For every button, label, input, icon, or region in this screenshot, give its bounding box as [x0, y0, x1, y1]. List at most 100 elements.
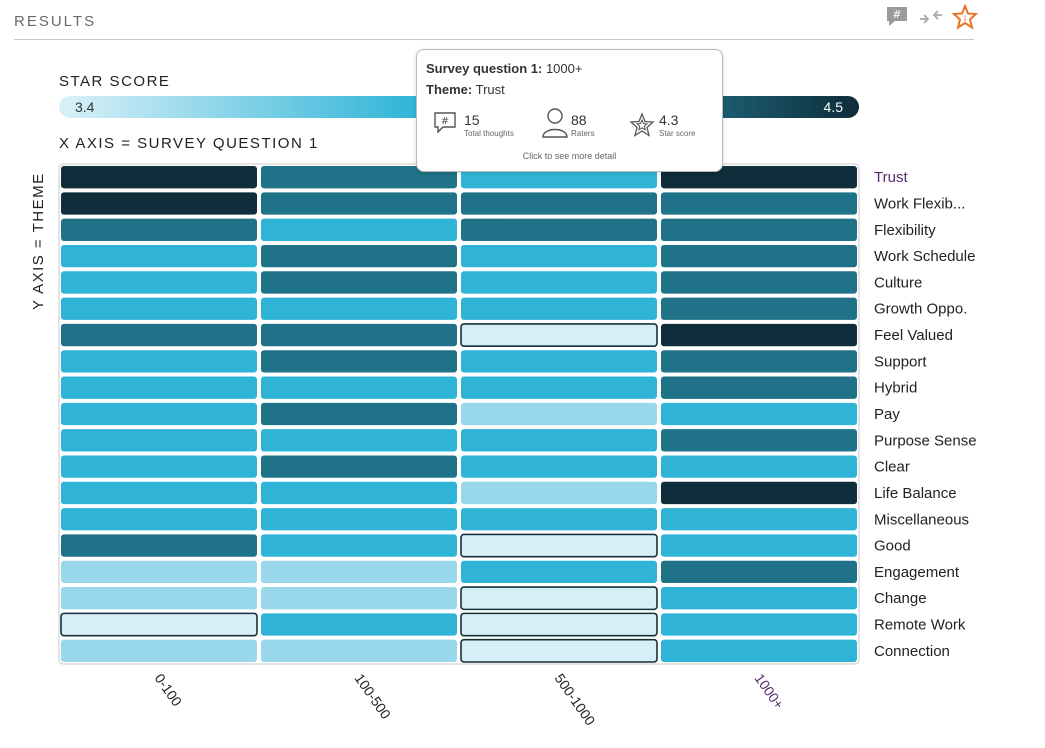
heatmap-cell[interactable]	[460, 638, 658, 663]
heatmap-cell[interactable]	[461, 192, 657, 215]
heatmap-cell[interactable]	[61, 271, 257, 294]
heatmap-cell[interactable]	[61, 218, 257, 241]
heatmap-cell[interactable]	[61, 560, 257, 584]
heatmap-cell[interactable]	[261, 402, 457, 426]
star-score-icon[interactable]: 1	[952, 4, 978, 30]
heatmap-cell[interactable]	[61, 192, 257, 215]
heatmap-cell[interactable]	[61, 455, 257, 478]
y-tick-label[interactable]: Remote Work	[874, 617, 966, 634]
x-tick-label[interactable]: 1000+	[752, 671, 788, 712]
x-tick-label[interactable]: 0-100	[152, 671, 186, 710]
heatmap-cell[interactable]	[661, 455, 857, 478]
heatmap-cell[interactable]	[661, 481, 857, 505]
heatmap-cell[interactable]	[661, 560, 857, 584]
heatmap-cell[interactable]	[461, 376, 657, 399]
heatmap-cell[interactable]	[661, 244, 857, 268]
heatmap-cell[interactable]	[461, 402, 657, 426]
heatmap-cell[interactable]	[461, 481, 657, 505]
hashtag-comment-icon[interactable]: #	[884, 4, 910, 30]
heatmap-cell[interactable]	[61, 481, 257, 505]
heatmap-cell[interactable]	[461, 560, 657, 584]
heatmap-cell[interactable]	[461, 297, 657, 320]
heatmap-cell[interactable]	[460, 323, 658, 348]
heatmap-cell[interactable]	[261, 508, 457, 531]
heatmap-cell[interactable]	[261, 350, 457, 373]
heatmap-cell[interactable]	[61, 587, 257, 610]
y-tick-label[interactable]: Hybrid	[874, 380, 917, 397]
heatmap-cell[interactable]	[261, 560, 457, 584]
heatmap-cell[interactable]	[661, 587, 857, 610]
y-tick-label[interactable]: Life Balance	[874, 485, 957, 502]
heatmap-cell[interactable]	[261, 429, 457, 452]
heatmap-cell[interactable]	[261, 323, 457, 347]
heatmap-cell[interactable]	[261, 455, 457, 478]
heatmap-cell[interactable]	[261, 587, 457, 610]
y-tick-label[interactable]: Connection	[874, 643, 950, 660]
heatmap-cell[interactable]	[261, 166, 457, 189]
heatmap-cell[interactable]	[461, 244, 657, 268]
compare-arrows-icon[interactable]	[918, 4, 944, 30]
heatmap-cell[interactable]	[61, 376, 257, 399]
heatmap-cell[interactable]	[661, 297, 857, 320]
heatmap-cell[interactable]	[461, 271, 657, 294]
heatmap-cell[interactable]	[461, 350, 657, 373]
heatmap-cell[interactable]	[661, 508, 857, 531]
heatmap-cell[interactable]	[461, 508, 657, 531]
heatmap-cell[interactable]	[261, 271, 457, 294]
heatmap-cell[interactable]	[61, 297, 257, 320]
y-tick-label[interactable]: Good	[874, 538, 911, 555]
heatmap-cell[interactable]	[261, 244, 457, 268]
heatmap-cell[interactable]	[61, 323, 257, 347]
heatmap-cell[interactable]	[261, 613, 457, 636]
heatmap-cell[interactable]	[661, 192, 857, 215]
heatmap-cell[interactable]	[460, 586, 658, 611]
y-tick-label[interactable]: Clear	[874, 459, 910, 476]
heatmap-cell[interactable]	[261, 218, 457, 241]
heatmap-cell[interactable]	[661, 534, 857, 557]
y-tick-label[interactable]: Pay	[874, 406, 900, 423]
heatmap-cell[interactable]	[661, 429, 857, 452]
y-tick-label[interactable]: Flexibility	[874, 222, 936, 239]
heatmap-cell[interactable]	[661, 402, 857, 426]
heatmap-cell[interactable]	[261, 481, 457, 505]
heatmap-cell[interactable]	[661, 639, 857, 662]
heatmap-cell[interactable]	[460, 612, 658, 637]
heatmap-cell[interactable]	[261, 534, 457, 557]
heatmap-cell[interactable]	[60, 612, 258, 637]
heatmap-cell[interactable]	[61, 639, 257, 662]
heatmap-cell[interactable]	[261, 192, 457, 215]
heatmap-cell[interactable]	[661, 271, 857, 294]
x-tick-label[interactable]: 500-1000	[552, 671, 599, 729]
heatmap-cell[interactable]	[661, 376, 857, 399]
y-tick-label[interactable]: Purpose Sense	[874, 432, 977, 449]
y-tick-label[interactable]: Work Flexib...	[874, 195, 965, 212]
y-tick-label[interactable]: Work Schedule	[874, 248, 975, 265]
heatmap-cell[interactable]	[261, 639, 457, 662]
y-tick-label[interactable]: Trust	[874, 169, 908, 186]
heatmap-cell[interactable]	[461, 218, 657, 241]
x-tick-label[interactable]: 100-500	[352, 671, 395, 722]
heatmap-cell[interactable]	[461, 429, 657, 452]
heatmap-cell[interactable]	[61, 166, 257, 189]
heatmap-cell[interactable]	[61, 350, 257, 373]
heatmap-cell[interactable]	[61, 244, 257, 268]
heatmap-cell[interactable]	[261, 376, 457, 399]
heatmap-cell[interactable]	[661, 613, 857, 636]
y-tick-label[interactable]: Growth Oppo.	[874, 301, 967, 318]
heatmap-cell[interactable]	[61, 534, 257, 557]
y-tick-label[interactable]: Miscellaneous	[874, 511, 969, 528]
heatmap-cell[interactable]	[661, 323, 857, 347]
heatmap-cell[interactable]	[61, 508, 257, 531]
heatmap-cell[interactable]	[261, 297, 457, 320]
heatmap-cell[interactable]	[661, 350, 857, 373]
y-tick-label[interactable]: Feel Valued	[874, 327, 953, 344]
y-tick-label[interactable]: Change	[874, 590, 927, 607]
y-tick-label[interactable]: Culture	[874, 274, 922, 291]
cell-tooltip[interactable]: Survey question 1: 1000+ Theme: Trust # …	[416, 49, 723, 172]
heatmap-cell[interactable]	[461, 455, 657, 478]
heatmap-cell[interactable]	[661, 218, 857, 241]
heatmap-cell[interactable]	[460, 533, 658, 558]
heatmap-cell[interactable]	[61, 429, 257, 452]
y-tick-label[interactable]: Support	[874, 353, 927, 370]
heatmap-cell[interactable]	[61, 402, 257, 426]
